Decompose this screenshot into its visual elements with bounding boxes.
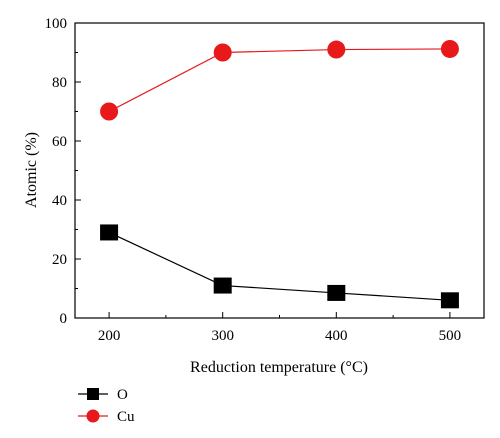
legend-item-o: O <box>78 387 128 403</box>
legend-marker-cu <box>86 409 100 423</box>
x-axis: 200 300 400 500 <box>98 312 461 344</box>
y-tick-label: 80 <box>52 75 67 91</box>
y-tick-label: 0 <box>60 311 68 327</box>
plot-frame-border <box>74 22 485 319</box>
x-tick-label: 200 <box>98 328 121 344</box>
y-axis: 0 20 40 60 80 100 <box>45 16 81 327</box>
data-point-cu <box>100 102 119 121</box>
data-point-cu <box>213 43 232 62</box>
legend-label-o: O <box>117 387 128 403</box>
data-point-o <box>213 277 232 294</box>
legend-marker-o <box>87 388 99 400</box>
data-point-cu <box>440 39 459 58</box>
legend-item-cu: Cu <box>78 409 135 425</box>
data-point-o <box>100 224 119 241</box>
series-line-cu <box>108 48 450 113</box>
series-lines <box>108 48 450 301</box>
series-markers <box>100 39 459 309</box>
y-tick-label: 100 <box>45 16 68 32</box>
x-tick-label: 500 <box>439 328 462 344</box>
x-axis-title: Reduction temperature (°C) <box>190 359 368 376</box>
plot-frame <box>74 22 485 319</box>
legend: O Cu <box>78 387 135 425</box>
x-tick-label: 300 <box>211 328 234 344</box>
data-point-o <box>327 284 346 301</box>
y-tick-label: 60 <box>52 134 67 150</box>
y-tick-label: 40 <box>52 193 67 209</box>
data-point-cu <box>327 40 346 59</box>
data-point-o <box>440 292 459 309</box>
y-axis-title: Atomic (%) <box>23 132 40 208</box>
x-tick-label: 400 <box>325 328 348 344</box>
series-line-o <box>108 231 450 301</box>
y-tick-label: 20 <box>52 252 67 268</box>
legend-label-cu: Cu <box>117 409 135 425</box>
